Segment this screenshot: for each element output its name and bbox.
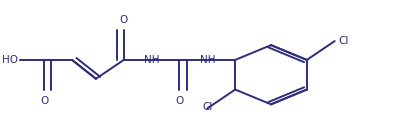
Text: O: O — [175, 96, 184, 106]
Text: O: O — [120, 15, 128, 25]
Text: NH: NH — [144, 55, 160, 65]
Text: Cl: Cl — [339, 36, 349, 46]
Text: NH: NH — [200, 55, 215, 65]
Text: Cl: Cl — [202, 102, 213, 112]
Text: O: O — [40, 96, 48, 106]
Text: HO: HO — [2, 55, 18, 65]
